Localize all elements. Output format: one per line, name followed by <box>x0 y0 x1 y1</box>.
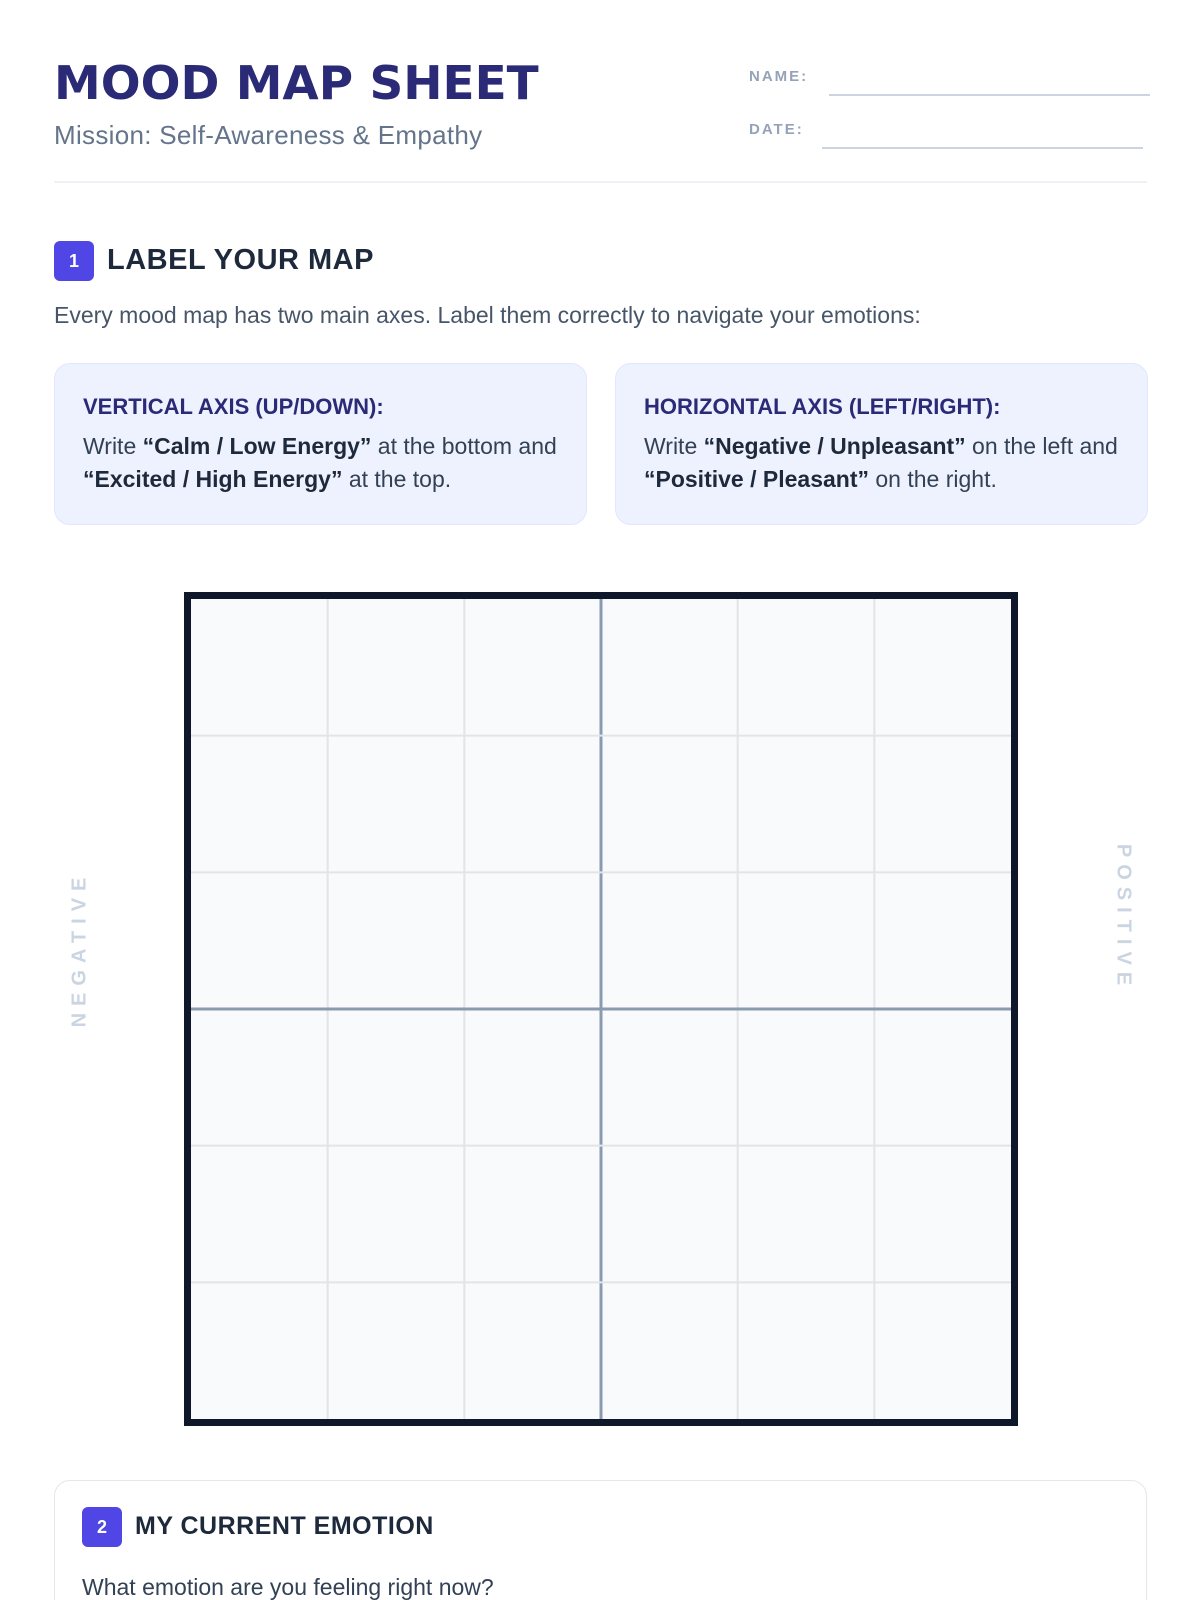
horizontal-axis-card: HORIZONTAL AXIS (LEFT/RIGHT): Write “Neg… <box>615 363 1148 525</box>
page-title: MOOD MAP SHEET <box>54 56 539 110</box>
section-1-title: LABEL YOUR MAP <box>107 244 374 276</box>
header-divider <box>54 181 1147 183</box>
page-subtitle: Mission: Self-Awareness & Empathy <box>54 120 483 150</box>
horizontal-axis-title: HORIZONTAL AXIS (LEFT/RIGHT): <box>644 394 1001 419</box>
date-label: DATE: <box>749 121 804 138</box>
mood-map-lines <box>191 599 1011 1419</box>
date-field[interactable] <box>822 147 1143 149</box>
section-2-badge: 2 <box>82 1507 122 1547</box>
section-1-intro: Every mood map has two main axes. Label … <box>54 302 921 328</box>
vertical-axis-card: VERTICAL AXIS (UP/DOWN): Write “Calm / L… <box>54 363 587 525</box>
section-1-badge: 1 <box>54 241 94 281</box>
name-field[interactable] <box>829 94 1150 96</box>
section-2-title: MY CURRENT EMOTION <box>135 1512 434 1540</box>
vertical-axis-instructions: Write “Calm / Low Energy” at the bottom … <box>83 433 557 492</box>
positive-axis-label: POSITIVE <box>1112 843 1135 993</box>
current-emotion-question: What emotion are you feeling right now? <box>82 1574 494 1600</box>
name-label: NAME: <box>749 68 809 85</box>
current-emotion-card <box>54 1480 1147 1600</box>
vertical-axis-title: VERTICAL AXIS (UP/DOWN): <box>83 394 384 419</box>
negative-axis-label: NEGATIVE <box>68 870 91 1028</box>
horizontal-axis-instructions: Write “Negative / Unpleasant” on the lef… <box>644 433 1118 492</box>
mood-map-grid[interactable] <box>184 592 1018 1426</box>
